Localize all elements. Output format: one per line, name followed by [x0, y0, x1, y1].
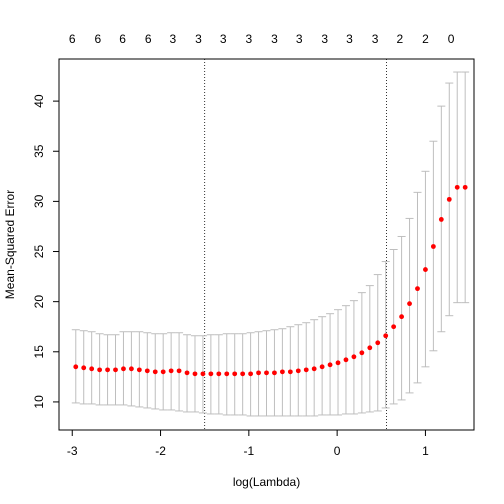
top-axis-label: 6: [95, 32, 102, 46]
data-point: [383, 333, 389, 339]
top-axis-label: 3: [170, 32, 177, 46]
x-tick-label: 1: [422, 444, 429, 458]
data-point: [415, 286, 420, 292]
plot-frame: [58, 58, 475, 431]
data-point: [446, 196, 452, 202]
top-axis-label: 3: [346, 32, 353, 46]
vertical-reference-lines: [204, 59, 387, 430]
x-tick-label: -1: [244, 444, 255, 458]
data-point: [279, 369, 285, 375]
x-tick-label: -3: [67, 444, 78, 458]
data-point: [73, 364, 79, 370]
data-point: [144, 368, 150, 374]
top-axis-label: 3: [195, 32, 202, 46]
top-axis-label: 3: [220, 32, 227, 46]
x-tick-label: 0: [334, 444, 341, 458]
data-point: [367, 345, 373, 351]
data-point: [423, 267, 428, 272]
data-point: [454, 184, 460, 190]
top-axis-label: 2: [396, 32, 403, 46]
top-axis-label: 3: [372, 32, 379, 46]
data-point: [121, 366, 126, 372]
data-point: [391, 324, 397, 330]
data-point: [152, 369, 158, 375]
data-point: [216, 371, 222, 377]
x-tick-label: -2: [155, 444, 166, 458]
top-axis-label: 6: [119, 32, 126, 46]
data-point: [200, 371, 206, 377]
data-point: [129, 366, 134, 372]
top-axis-label: 3: [321, 32, 328, 46]
top-axis: 6 6 6 6 3 3 3 3 3 3 3 3 3 2 2 0: [69, 32, 455, 46]
x-axis-label: log(Lambda): [233, 475, 300, 489]
y-tick-label: 40: [32, 94, 46, 108]
data-point: [136, 367, 142, 373]
y-axis-label: Mean-Squared Error: [3, 190, 17, 299]
data-point: [359, 350, 365, 356]
y-tick-label: 10: [32, 395, 46, 409]
data-point: [335, 360, 341, 366]
data-point: [248, 371, 254, 377]
error-bars: [71, 71, 470, 417]
top-axis-label: 3: [245, 32, 252, 46]
top-axis-label: 6: [69, 32, 76, 46]
data-point: [97, 367, 103, 373]
data-point: [343, 357, 349, 363]
data-point: [399, 314, 404, 320]
top-axis-label: 3: [271, 32, 278, 46]
data-point: [105, 367, 110, 373]
data-point: [287, 369, 293, 375]
top-axis-label: 0: [448, 32, 455, 46]
y-tick-label: 35: [32, 144, 46, 158]
data-point: [81, 365, 87, 371]
data-point: [295, 368, 301, 374]
data-point: [264, 370, 269, 376]
data-point: [375, 340, 381, 346]
data-point: [272, 370, 277, 376]
top-axis-label: 3: [296, 32, 303, 46]
data-point: [462, 184, 468, 190]
data-points: [73, 184, 468, 377]
data-point: [351, 354, 357, 360]
data-point: [184, 370, 190, 376]
y-tick-label: 20: [32, 295, 46, 309]
data-point: [192, 371, 198, 377]
top-axis-label: 6: [145, 32, 152, 46]
data-point: [224, 371, 230, 377]
data-point: [240, 371, 246, 377]
data-point: [256, 370, 261, 376]
data-point: [438, 217, 444, 222]
data-point: [311, 366, 317, 372]
data-point: [176, 368, 182, 374]
data-point: [232, 371, 238, 377]
data-point: [160, 369, 166, 375]
y-tick-label: 30: [32, 194, 46, 208]
y-tick-label: 15: [32, 345, 46, 359]
data-point: [407, 301, 412, 307]
data-point: [168, 368, 174, 374]
data-point: [319, 364, 325, 370]
data-point: [208, 371, 214, 377]
top-axis-label: 2: [422, 32, 429, 46]
y-tick-label: 25: [32, 245, 46, 259]
data-point: [430, 244, 436, 249]
y-axis: 10 15 20 25 30 35 40: [32, 94, 59, 409]
data-point: [303, 367, 309, 373]
data-point: [327, 362, 333, 368]
data-point: [89, 366, 95, 372]
x-axis: -3 -2 -1 0 1: [67, 430, 429, 458]
data-point: [113, 367, 118, 373]
